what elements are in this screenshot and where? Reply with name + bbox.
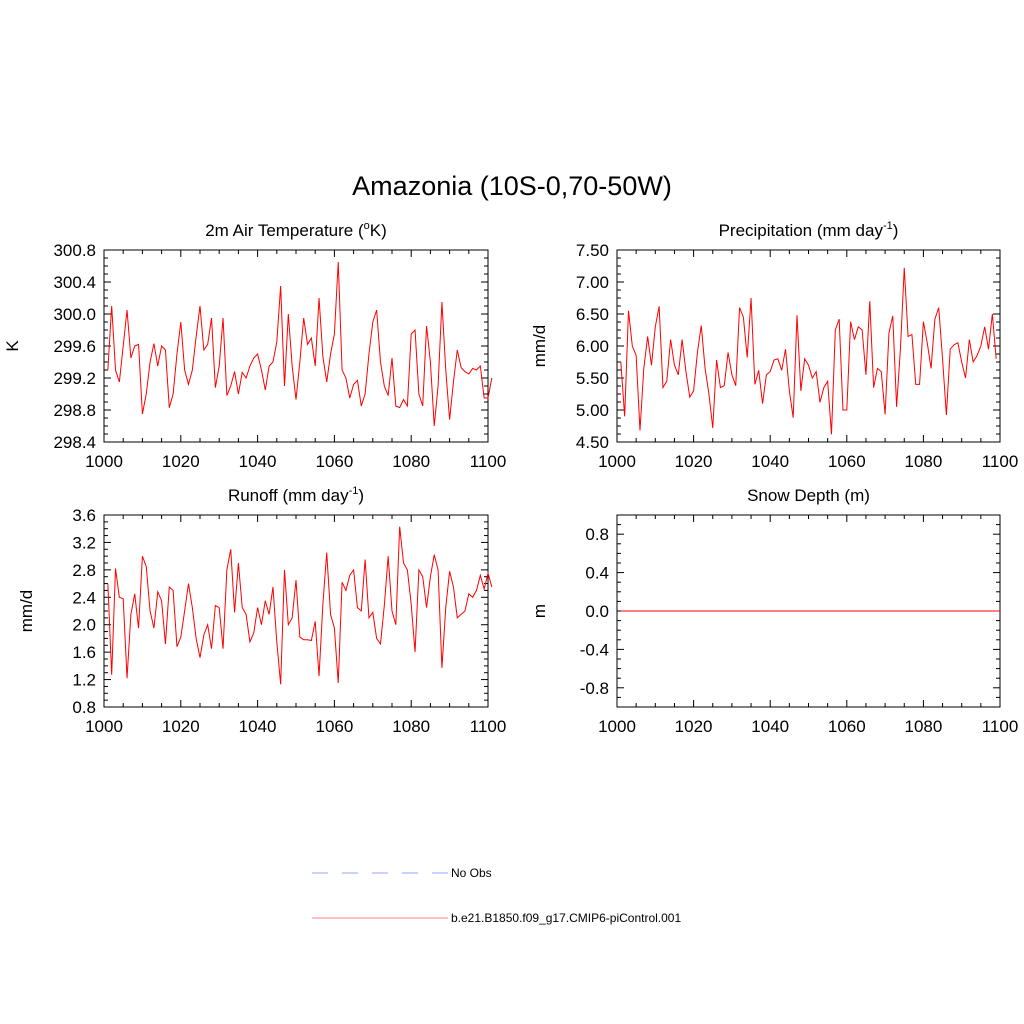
- x-tick-label: 1000: [598, 452, 636, 471]
- x-tick-label: 1080: [392, 717, 430, 736]
- x-tick-label: 1040: [751, 452, 789, 471]
- legend: No Obs b.e21.B1850.f09_g17.CMIP6-piContr…: [312, 866, 681, 925]
- x-tick-label: 1020: [162, 452, 200, 471]
- y-tick-label: 4.50: [576, 433, 609, 452]
- y-axis-label: mm/d: [530, 325, 549, 368]
- y-tick-label: 300.8: [53, 241, 96, 260]
- panel-title-tail: K): [370, 221, 387, 240]
- panel-snow: Snow Depth (m) 1000 1020 1040 1060 1080 1100 -0…: [530, 486, 1018, 736]
- panel-title-text: 2m Air Temperature (: [205, 221, 364, 240]
- x-tick-label: 1100: [982, 717, 1019, 736]
- y-tick-label: 2.4: [72, 588, 96, 607]
- x-tick-label: 1100: [470, 452, 507, 471]
- y-tick-label: 300.4: [53, 273, 96, 292]
- panel-title-tail: ): [358, 486, 364, 505]
- y-tick-label: 298.4: [53, 433, 96, 452]
- y-tick-label: 7.50: [576, 241, 609, 260]
- x-tick-label: 1080: [904, 717, 942, 736]
- x-tick-label: 1000: [598, 717, 636, 736]
- x-tick-label: 1020: [162, 717, 200, 736]
- x-tick-label: 1100: [470, 717, 507, 736]
- x-tick-label: 1060: [315, 717, 353, 736]
- y-axis-label: mm/d: [17, 590, 36, 633]
- y-tick-label: 0.8: [585, 525, 609, 544]
- legend-label-no-obs: No Obs: [451, 866, 492, 880]
- panel-title-superscript: o: [364, 220, 370, 232]
- x-tick-label: 1080: [392, 452, 430, 471]
- y-tick-label: 299.6: [53, 337, 96, 356]
- y-tick-label: 300.0: [53, 305, 96, 324]
- y-tick-label: 0.4: [585, 564, 609, 583]
- panel-title-text: Runoff (mm day: [228, 486, 349, 505]
- y-tick-label: 299.2: [53, 369, 96, 388]
- panel-temp: 2m Air Temperature (oK) 1000 1020 1040 1060 1…: [3, 220, 506, 471]
- x-tick-label: 1020: [675, 717, 713, 736]
- panel-title-text: Snow Depth (m): [747, 486, 870, 505]
- y-tick-label: 5.50: [576, 369, 609, 388]
- panel-title-precip: Precipitation (mm day-1): [719, 220, 899, 240]
- panel-title-superscript: -1: [883, 220, 893, 232]
- y-tick-label: 3.2: [72, 533, 96, 552]
- y-tick-label: 2.8: [72, 561, 96, 580]
- plot-frame-runoff: [103, 514, 489, 708]
- series-line-runoff: [107, 526, 493, 685]
- x-tick-label: 1080: [904, 452, 942, 471]
- y-tick-label: 5.00: [576, 401, 609, 420]
- panel-title-superscript: -1: [349, 485, 359, 497]
- y-tick-label: 7.00: [576, 273, 609, 292]
- x-tick-label: 1020: [675, 452, 713, 471]
- x-tick-label: 1060: [828, 717, 866, 736]
- plot-frame-precip: [616, 249, 1001, 443]
- x-tick-label: 1040: [239, 717, 277, 736]
- x-tick-label: 1040: [239, 452, 277, 471]
- panel-title-runoff: Runoff (mm day-1): [228, 485, 364, 505]
- y-tick-label: 0.8: [72, 698, 96, 717]
- y-tick-label: 1.2: [72, 671, 96, 690]
- panel-title-text: Precipitation (mm day: [719, 221, 884, 240]
- x-tick-label: 1000: [85, 717, 123, 736]
- figure-title: Amazonia (10S-0,70-50W): [352, 171, 672, 201]
- x-tick-label: 1100: [982, 452, 1019, 471]
- y-tick-label: 6.50: [576, 305, 609, 324]
- y-axis-label: K: [3, 340, 22, 352]
- y-axis-label: m: [530, 604, 549, 618]
- panel-title-snow: Snow Depth (m): [747, 486, 870, 505]
- y-tick-label: 1.6: [72, 643, 96, 662]
- legend-label-model: b.e21.B1850.f09_g17.CMIP6-piControl.001: [451, 911, 681, 925]
- panel-title-temp: 2m Air Temperature (oK): [205, 220, 387, 240]
- y-tick-label: 298.8: [53, 401, 96, 420]
- series-line-temp: [107, 261, 493, 427]
- panel-runoff: Runoff (mm day-1) 1000 1020 1040 1060 1080 110…: [17, 485, 506, 736]
- y-tick-label: 2.0: [72, 616, 96, 635]
- y-tick-label: -0.8: [580, 679, 609, 698]
- x-tick-label: 1000: [85, 452, 123, 471]
- x-tick-label: 1040: [751, 717, 789, 736]
- series-line-precip: [620, 267, 997, 435]
- y-tick-label: -0.4: [580, 640, 609, 659]
- y-tick-label: 6.00: [576, 337, 609, 356]
- x-tick-label: 1060: [828, 452, 866, 471]
- panel-title-tail: ): [893, 221, 899, 240]
- y-tick-label: 3.6: [72, 506, 96, 525]
- panel-precip: Precipitation (mm day-1) 1000 1020 1040 1060…: [530, 220, 1018, 471]
- y-tick-label: 0.0: [585, 602, 609, 621]
- x-tick-label: 1060: [315, 452, 353, 471]
